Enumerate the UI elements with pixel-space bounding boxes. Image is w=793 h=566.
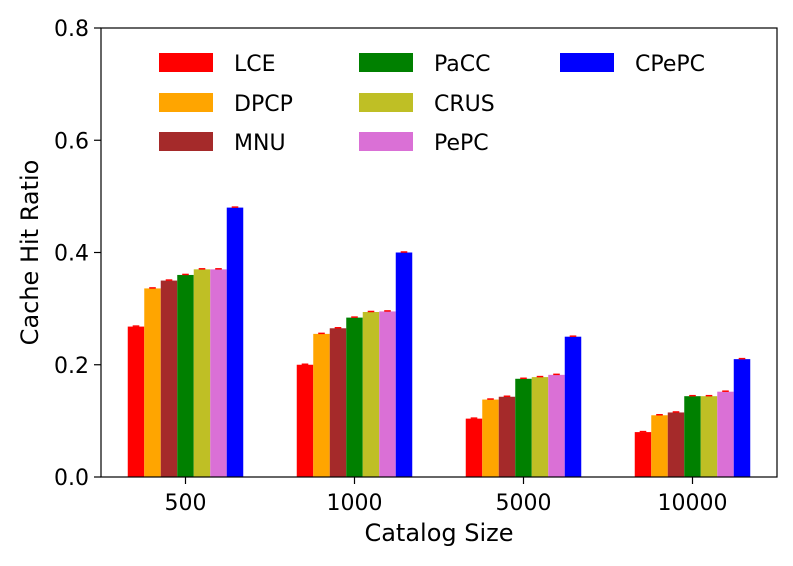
bar-cpepc-10000 (733, 359, 751, 477)
bar-crus-500 (193, 269, 211, 477)
x-axis-title: Catalog Size (364, 519, 513, 547)
bar-lce-1000 (296, 364, 314, 477)
bar-pacc-5000 (515, 378, 532, 477)
bars-group (127, 207, 751, 477)
bar-crus-5000 (531, 377, 549, 477)
legend-swatch-cpepc (560, 53, 614, 72)
bar-pacc-500 (177, 274, 194, 477)
bar-mnu-1000 (329, 328, 347, 477)
bar-cpepc-5000 (564, 336, 582, 477)
legend-swatch-mnu (159, 132, 213, 151)
x-tick-label: 10000 (658, 491, 728, 516)
y-tick-label: 0.0 (54, 466, 89, 491)
bar-lce-500 (127, 326, 145, 477)
x-tick-label: 500 (165, 491, 207, 516)
legend-label-dpcp: DPCP (234, 92, 293, 117)
legend-label-pacc: PaCC (434, 52, 490, 77)
legend-swatch-dpcp (159, 93, 213, 112)
y-tick-label: 0.2 (54, 354, 89, 379)
bar-pepc-5000 (548, 374, 565, 477)
legend-label-mnu: MNU (234, 131, 286, 156)
bar-pepc-10000 (717, 391, 734, 477)
y-tick-label: 0.8 (54, 17, 89, 42)
bar-lce-10000 (634, 432, 652, 477)
bar-lce-5000 (465, 418, 483, 477)
bar-pacc-1000 (346, 317, 363, 477)
legend-label-cpepc: CPePC (635, 52, 705, 77)
legend-label-crus: CRUS (434, 92, 495, 117)
legend-swatch-pepc (359, 132, 413, 151)
bar-crus-1000 (362, 311, 380, 477)
legend-label-lce: LCE (234, 52, 276, 77)
legend-swatch-lce (159, 53, 213, 72)
bar-pepc-500 (210, 269, 227, 477)
y-axis-title: Cache Hit Ratio (16, 160, 44, 346)
bar-mnu-10000 (667, 412, 685, 477)
bar-mnu-5000 (498, 396, 516, 477)
legend-swatch-crus (359, 93, 413, 112)
bar-dpcp-1000 (313, 333, 330, 477)
y-tick-label: 0.6 (54, 129, 89, 154)
bar-pacc-10000 (684, 396, 701, 477)
bar-dpcp-500 (144, 288, 161, 477)
bar-pepc-1000 (379, 311, 396, 477)
y-tick-label: 0.4 (54, 242, 89, 267)
bar-crus-10000 (700, 396, 718, 477)
legend-label-pepc: PePC (434, 131, 489, 156)
bar-cpepc-1000 (395, 252, 413, 477)
y-axis-ticks: 0.0 0.2 0.4 0.6 0.8 (54, 17, 101, 491)
x-tick-label: 1000 (327, 491, 383, 516)
bar-cpepc-500 (226, 207, 244, 477)
bar-dpcp-5000 (482, 399, 499, 477)
bar-mnu-500 (160, 280, 178, 477)
error-bars-group (132, 206, 746, 433)
x-tick-label: 5000 (496, 491, 552, 516)
bar-dpcp-10000 (651, 415, 668, 477)
legend: LCE DPCP MNU PaCC CRUS PePC CPePC (159, 52, 705, 156)
x-axis-ticks: 500 1000 5000 10000 (165, 477, 728, 516)
legend-swatch-pacc (359, 53, 413, 72)
